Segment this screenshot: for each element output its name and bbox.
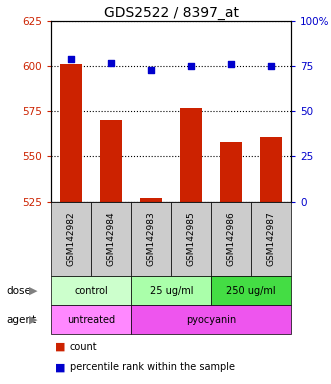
Point	[269, 63, 274, 70]
Point	[109, 60, 114, 66]
Text: ▶: ▶	[29, 286, 37, 296]
Text: GSM142987: GSM142987	[267, 212, 276, 266]
Bar	[60, 65, 82, 202]
Text: control: control	[74, 286, 108, 296]
Title: GDS2522 / 8397_at: GDS2522 / 8397_at	[104, 6, 239, 20]
Text: dose: dose	[7, 286, 31, 296]
Text: pyocyanin: pyocyanin	[186, 314, 236, 325]
Point	[189, 63, 194, 70]
Text: ■: ■	[55, 342, 65, 352]
Bar	[180, 108, 202, 202]
Text: GSM142982: GSM142982	[67, 212, 76, 266]
Text: GSM142986: GSM142986	[227, 212, 236, 266]
Text: ■: ■	[55, 362, 65, 372]
Point	[149, 67, 154, 73]
Text: agent: agent	[7, 314, 37, 325]
Text: GSM142985: GSM142985	[187, 212, 196, 266]
Text: count: count	[70, 342, 97, 352]
Point	[229, 61, 234, 68]
Bar	[100, 121, 122, 202]
Bar	[220, 142, 242, 202]
Text: percentile rank within the sample: percentile rank within the sample	[70, 362, 234, 372]
Bar	[260, 137, 282, 202]
Text: untreated: untreated	[67, 314, 116, 325]
Text: 250 ug/ml: 250 ug/ml	[226, 286, 276, 296]
Text: ▶: ▶	[29, 314, 37, 325]
Text: GSM142984: GSM142984	[107, 212, 116, 266]
Point	[69, 56, 74, 62]
Bar	[140, 198, 162, 202]
Text: GSM142983: GSM142983	[147, 212, 156, 266]
Text: 25 ug/ml: 25 ug/ml	[150, 286, 193, 296]
